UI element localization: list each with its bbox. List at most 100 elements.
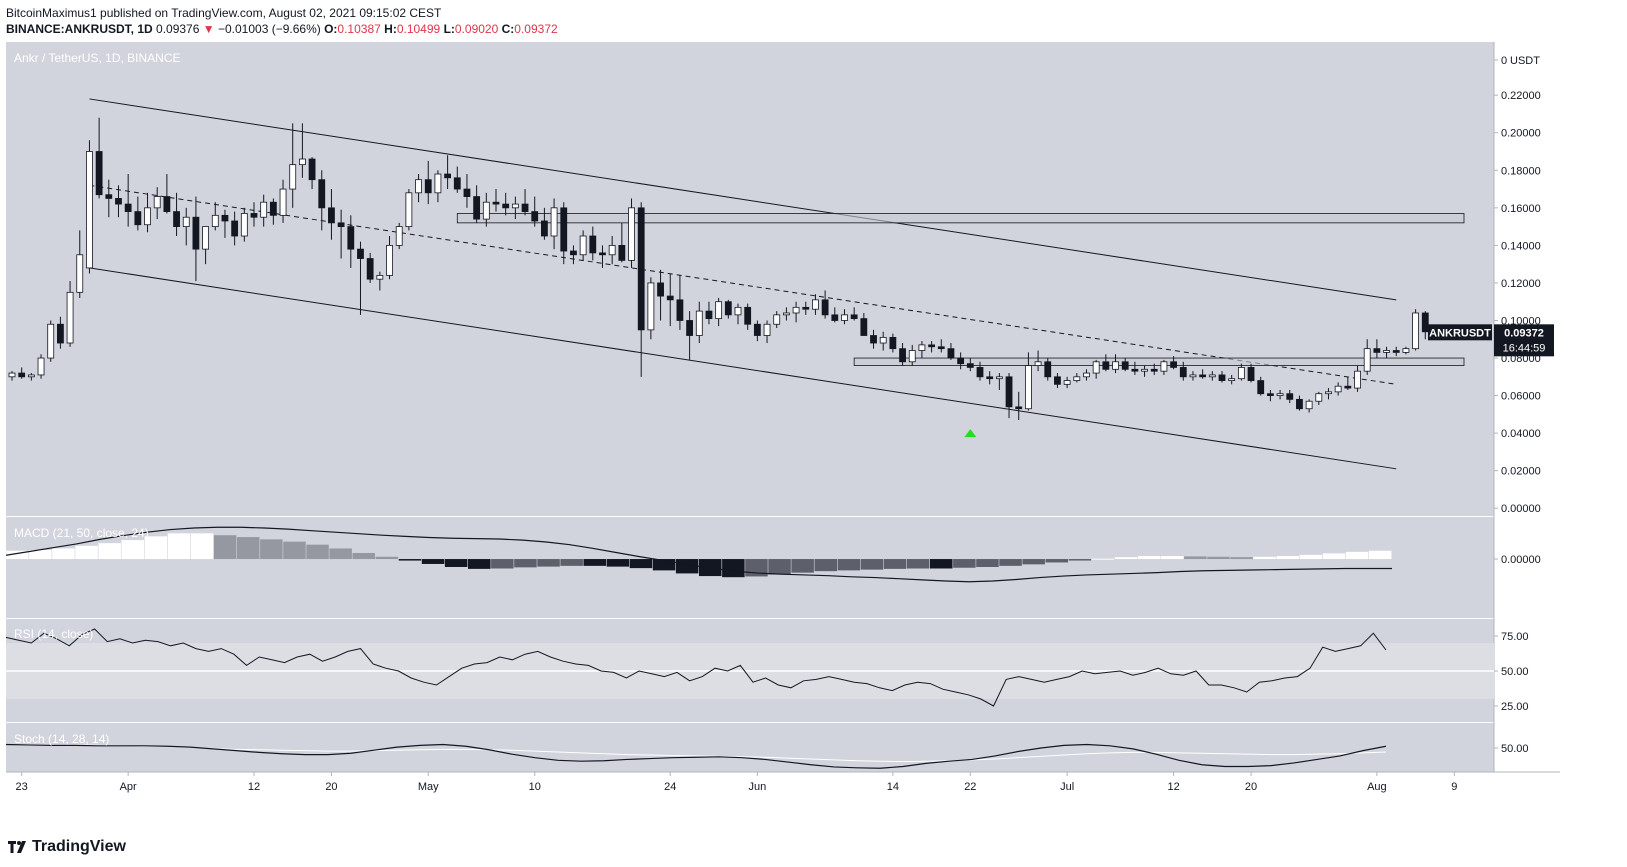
candle [337, 209, 345, 259]
candle-body [405, 192, 413, 228]
candle-body [1160, 361, 1168, 372]
candle [76, 230, 84, 298]
macd-hist-bar [976, 559, 999, 567]
candle-body [1354, 370, 1361, 389]
candle [1412, 309, 1419, 351]
candle-body [1025, 365, 1032, 410]
macd-hist-bar [1299, 554, 1323, 560]
time-tick-label: Aug [1367, 781, 1387, 793]
macd-hist-bar [675, 559, 699, 574]
candle [947, 343, 955, 360]
candle-body [289, 164, 297, 190]
candle-body [1237, 367, 1245, 380]
candle [647, 277, 655, 340]
macd-hist-bar [814, 559, 837, 572]
macd-hist-bar [606, 559, 630, 567]
candle [715, 297, 723, 327]
candle-body [947, 348, 955, 359]
candle-body [908, 350, 916, 363]
buy-signal-icon [964, 429, 977, 438]
candle [173, 192, 180, 236]
candle-body [966, 363, 974, 368]
time-tick-label: 9 [1451, 781, 1457, 793]
candle [899, 343, 906, 366]
candle [95, 117, 103, 199]
stoch-k-line [5, 743, 1387, 769]
macd-tick-label: 0.00000 [1501, 554, 1541, 566]
candle-body [144, 207, 151, 226]
candle [47, 320, 55, 362]
candle-body [783, 312, 790, 316]
candle [1121, 358, 1129, 372]
candle-body [637, 207, 645, 331]
candle-body [105, 194, 113, 199]
candle-body [376, 275, 384, 280]
change-down-icon: ▼ [202, 22, 215, 36]
candle-body [1102, 361, 1110, 370]
candle [570, 245, 577, 265]
macd-hist-bar [52, 548, 75, 560]
candle [318, 170, 326, 231]
candle [211, 202, 219, 231]
candle [473, 185, 481, 223]
candle [357, 241, 364, 315]
candle-body [870, 335, 877, 344]
candle [1092, 359, 1100, 379]
candle [1315, 391, 1323, 405]
candle [705, 301, 713, 325]
time-tick-label: May [418, 781, 439, 793]
candle-body [134, 211, 142, 226]
candle [279, 179, 287, 223]
time-tick-label: Jul [1060, 781, 1074, 793]
candle [928, 341, 935, 353]
macd-hist-bar [398, 559, 422, 561]
candle [124, 174, 132, 227]
macd-hist-bar [1068, 559, 1092, 561]
candle [724, 299, 732, 319]
price-tick-label: 0.00000 [1501, 503, 1541, 515]
pane-bg-0 [6, 42, 1494, 516]
candle-body [928, 344, 935, 348]
candle-body [560, 207, 568, 252]
tradingview-logo: TradingView [8, 838, 126, 856]
candle [1373, 339, 1381, 359]
candle [8, 371, 16, 381]
candle-body [415, 179, 422, 194]
candle [66, 281, 74, 347]
candle-body [328, 207, 335, 224]
candle [521, 189, 529, 216]
candle-body [1373, 348, 1381, 353]
candle-body [1412, 312, 1419, 350]
candle-body [957, 357, 965, 365]
candle-body [1073, 376, 1081, 381]
candle [347, 215, 355, 268]
candle-body [579, 235, 587, 256]
footer-brand: TradingView [32, 838, 126, 855]
candle-body [734, 306, 742, 316]
candle-body [618, 244, 626, 261]
candle-body [473, 196, 481, 220]
candle [415, 174, 422, 203]
candle-body [647, 282, 655, 331]
macd-hist-bar [560, 559, 583, 566]
candle [453, 166, 461, 193]
candle-body [202, 226, 210, 250]
candle-body [521, 203, 529, 212]
macd-hist-bar [860, 559, 884, 570]
price-tick-label: 0.06000 [1501, 391, 1541, 403]
candle [531, 196, 539, 227]
candle [773, 311, 781, 328]
candle-body [211, 214, 219, 228]
candle [753, 320, 761, 342]
macd-hist-bar [1137, 556, 1161, 560]
candle-body [676, 299, 684, 321]
candle [831, 307, 839, 323]
candle-body [1392, 350, 1400, 353]
candle [105, 179, 113, 218]
macd-hist-bar [1368, 550, 1392, 560]
candle-body [531, 211, 539, 222]
candle [1160, 359, 1168, 375]
price-tick-label: 0.04000 [1501, 428, 1541, 440]
candle-body [86, 151, 93, 269]
